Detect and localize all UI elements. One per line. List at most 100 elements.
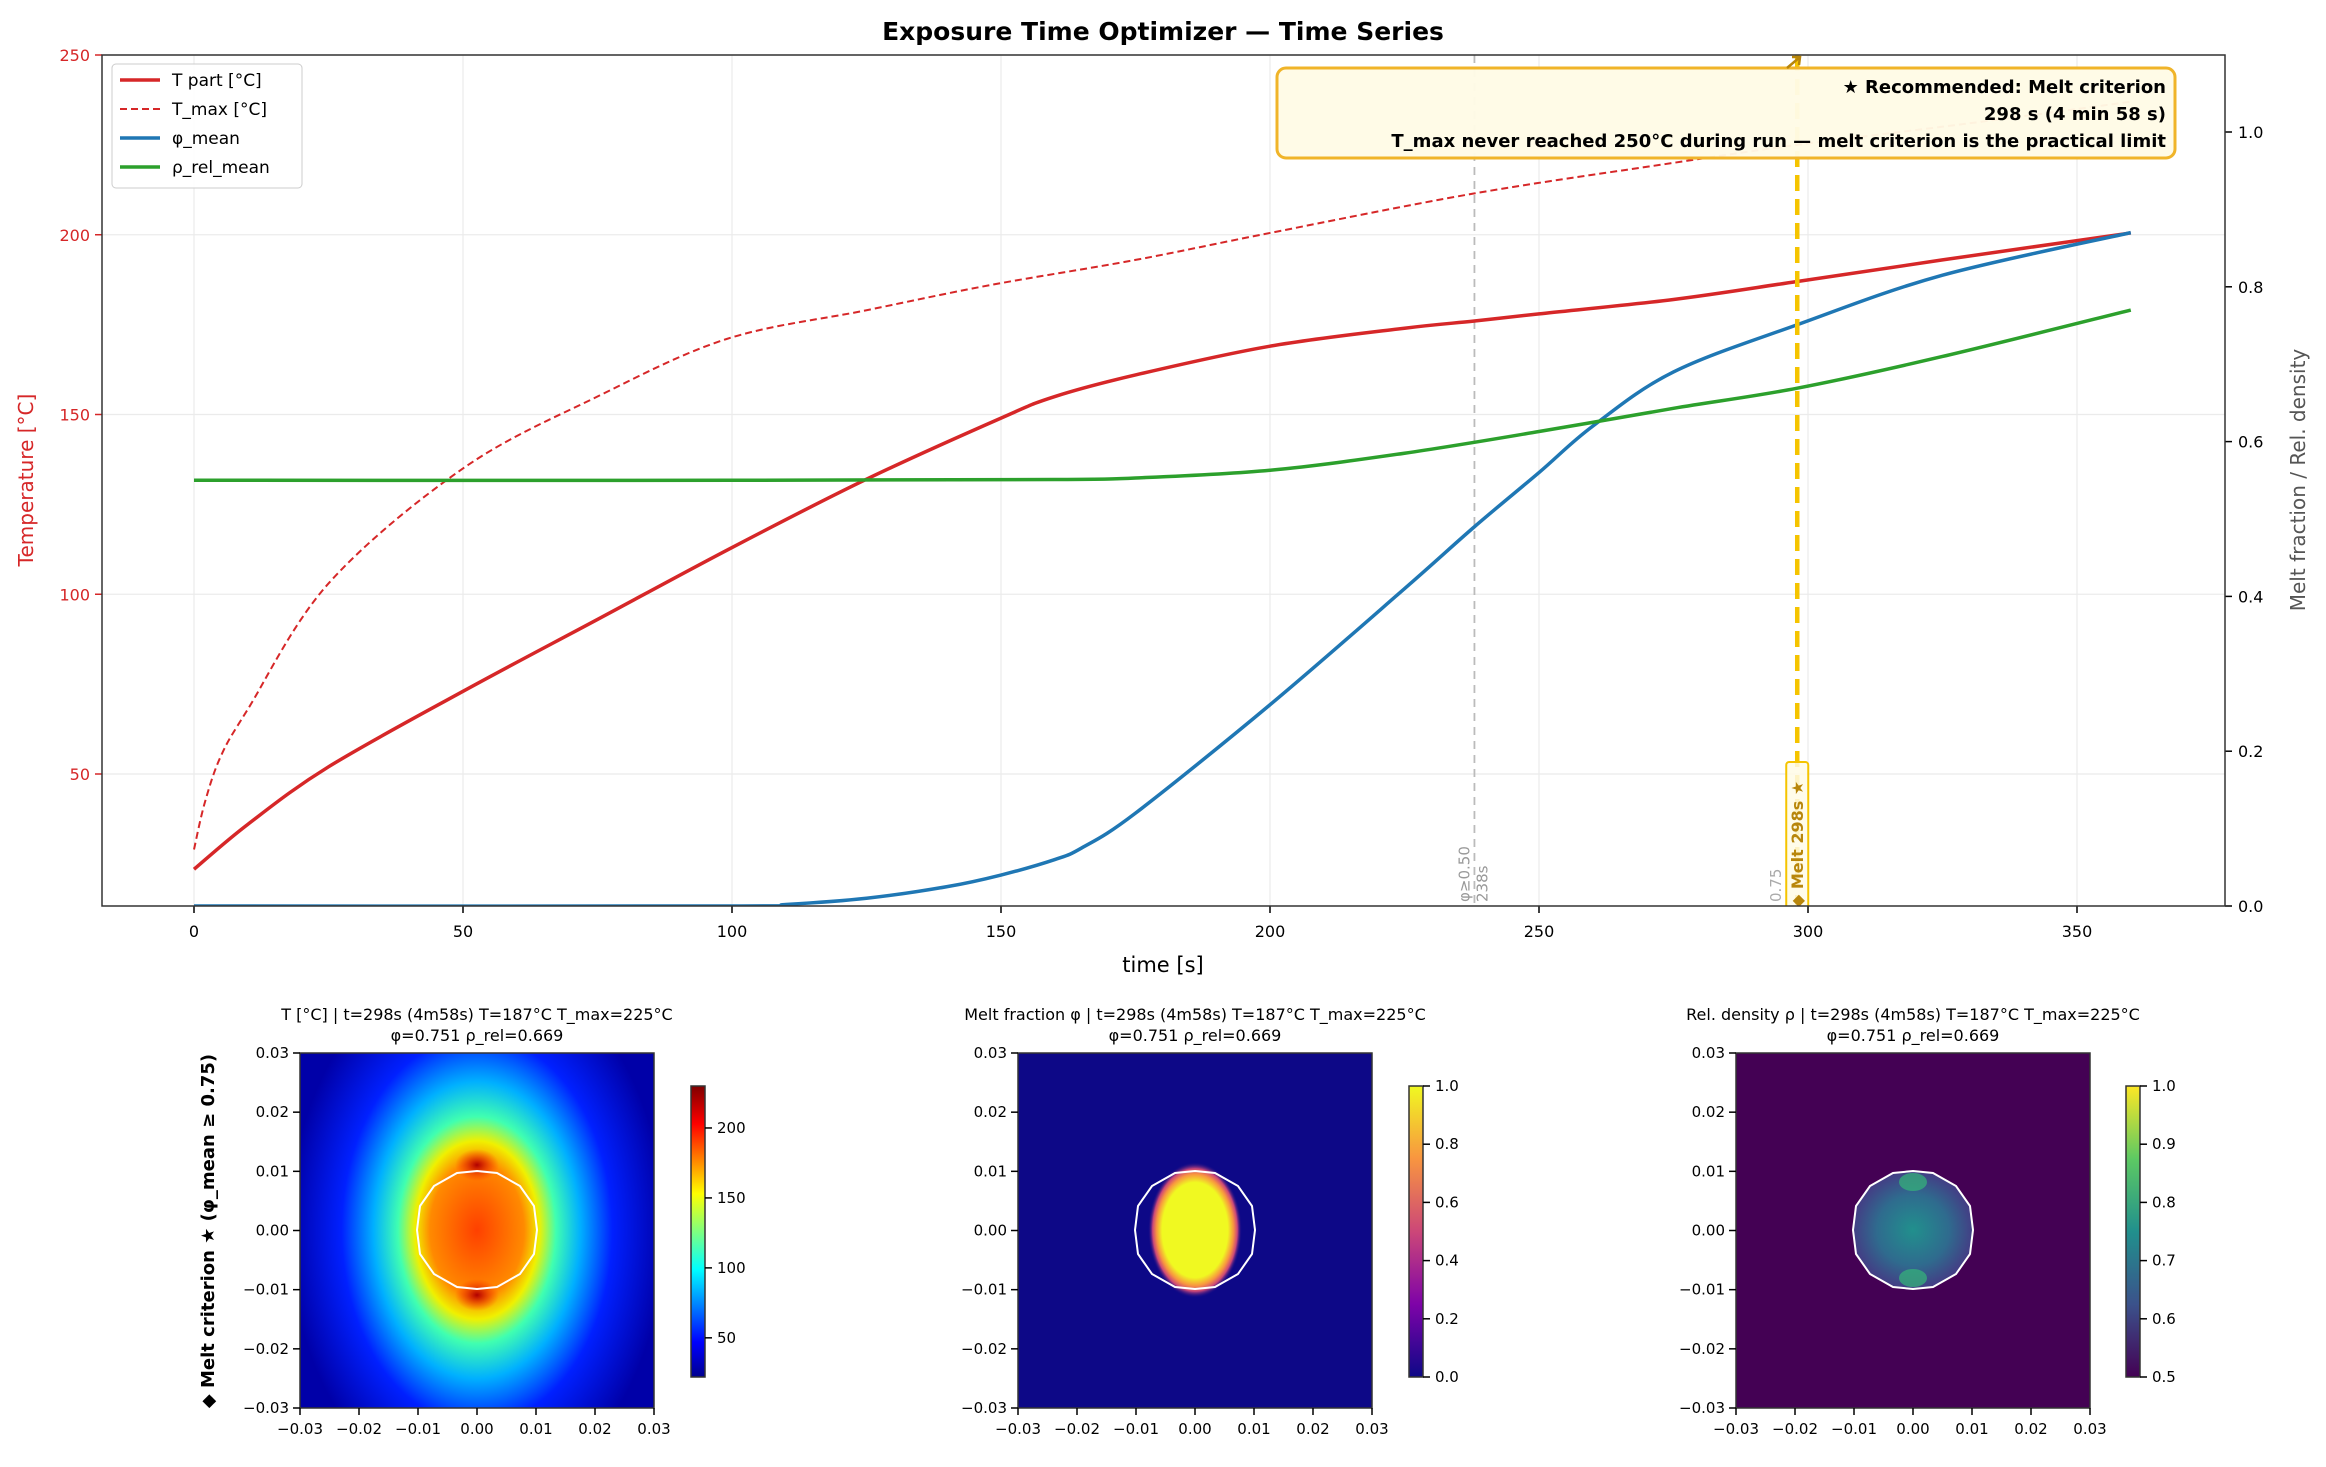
y-left-tick-label: 250 bbox=[59, 46, 90, 65]
heatmap-x-tick-label: 0.02 bbox=[578, 1420, 611, 1438]
heatmap-y-tick-label: 0.02 bbox=[1692, 1103, 1725, 1121]
heatmap-x-tick-label: 0.01 bbox=[1955, 1420, 1988, 1438]
melt-fraction-heatmap: Melt fraction φ | t=298s (4m58s) T=187°C… bbox=[964, 1005, 1426, 1409]
heatmap-y-tick-label: 0.01 bbox=[974, 1162, 1007, 1180]
colorbar-tick-label: 0.2 bbox=[1435, 1310, 1459, 1328]
heatmap-x-tick-label: −0.02 bbox=[336, 1420, 382, 1438]
heatmap-x-tick-label: 0.03 bbox=[1355, 1420, 1388, 1438]
heatmap-y-tick-label: −0.03 bbox=[961, 1399, 1007, 1417]
heatmap-x-tick-label: −0.03 bbox=[1713, 1420, 1759, 1438]
heatmap2-title-line1: Melt fraction φ | t=298s (4m58s) T=187°C… bbox=[964, 1005, 1426, 1025]
y-left-tick-label: 50 bbox=[70, 765, 90, 784]
heatmap-y-tick-label: 0.00 bbox=[1692, 1222, 1725, 1240]
heatmap-x-tick-label: 0.02 bbox=[2014, 1420, 2047, 1438]
axis-ticks: 0 50 100 150 200 250 300 350 50 100 150 200 250 0.0 0.… bbox=[59, 46, 2263, 941]
legend-label: ρ_rel_mean bbox=[172, 158, 270, 178]
x-tick-label: 250 bbox=[1524, 922, 1555, 941]
recommendation-annotation: ★ Recommended: Melt criterion 298 s (4 m… bbox=[1275, 55, 2177, 160]
series-lines: ◆ Melt 298s ★ bbox=[192, 55, 2132, 907]
x-tick-label: 0 bbox=[189, 922, 199, 941]
heatmap2-title-line2: φ=0.751 ρ_rel=0.669 bbox=[1109, 1026, 1282, 1046]
rho-rel-mean-line bbox=[193, 308, 2132, 483]
heatmap-x-tick-label: 0.03 bbox=[2073, 1420, 2106, 1438]
heatmap-x-tick-label: −0.02 bbox=[1054, 1420, 1100, 1438]
heatmap-y-tick-label: 0.01 bbox=[256, 1162, 289, 1180]
heatmap3-title-line2: φ=0.751 ρ_rel=0.669 bbox=[1827, 1026, 2000, 1046]
colorbar-tick-label: 150 bbox=[717, 1189, 746, 1207]
y-axis-left-label: Temperature [°C] bbox=[14, 394, 38, 568]
colorbar-tick-label: 100 bbox=[717, 1259, 746, 1277]
heatmap-x-tick-label: 0.02 bbox=[1296, 1420, 1329, 1438]
legend: T part [°C] T_max [°C] φ_mean ρ_rel_mean bbox=[111, 63, 303, 189]
rel-density-heatmap: Rel. density ρ | t=298s (4m58s) T=187°C … bbox=[1686, 1005, 2141, 1409]
heatmap-y-tick-label: −0.01 bbox=[961, 1281, 1007, 1299]
phi-mean-line bbox=[194, 230, 2132, 906]
colorbar-tick-label: 0.5 bbox=[2152, 1368, 2176, 1386]
heatmap3-title-line1: Rel. density ρ | t=298s (4m58s) T=187°C … bbox=[1686, 1005, 2140, 1025]
heatmap-y-tick-label: −0.02 bbox=[243, 1340, 289, 1358]
x-tick-label: 150 bbox=[986, 922, 1017, 941]
t-part-line bbox=[192, 231, 2132, 871]
threshold-lines: φ≥0.50 238s 0.75 bbox=[1455, 55, 1785, 906]
recommended-time-badge: ◆ Melt 298s ★ bbox=[1785, 761, 1810, 907]
colorbar-jet bbox=[690, 1085, 706, 1378]
heatmap-y-tick-label: −0.02 bbox=[1679, 1340, 1725, 1358]
y-right-tick-label: 0.2 bbox=[2238, 742, 2263, 761]
y-right-tick-label: 0.0 bbox=[2238, 897, 2263, 916]
heatmap-x-tick-label: 0.03 bbox=[637, 1420, 670, 1438]
heatmap-x-tick-label: 0.01 bbox=[1237, 1420, 1270, 1438]
temperature-heatmap: T [°C] | t=298s (4m58s) T=187°C T_max=22… bbox=[198, 1005, 706, 1409]
heatmap-y-tick-label: −0.02 bbox=[961, 1340, 1007, 1358]
y-left-tick-label: 100 bbox=[59, 585, 90, 604]
y-right-tick-label: 0.6 bbox=[2238, 433, 2263, 452]
phi-threshold-label: φ≥0.50 bbox=[1455, 846, 1473, 902]
melt-contour bbox=[415, 1169, 539, 1291]
heatmap-y-tick-label: 0.02 bbox=[974, 1103, 1007, 1121]
colorbar-viridis bbox=[2125, 1085, 2141, 1378]
heatmap-y-tick-label: −0.01 bbox=[243, 1281, 289, 1299]
heatmap-ticks: −0.03 −0.03 −0.02 −0.02 −0.01 −0.01 0.00 0.00 0.… bbox=[243, 1044, 2176, 1438]
heatmap-x-tick-label: 0.01 bbox=[519, 1420, 552, 1438]
colorbar-tick-label: 0.0 bbox=[1435, 1368, 1459, 1386]
colorbar-plasma bbox=[1408, 1085, 1424, 1378]
colorbar-tick-label: 0.9 bbox=[2152, 1135, 2176, 1153]
colorbar-tick-label: 50 bbox=[717, 1329, 736, 1347]
legend-label: T_max [°C] bbox=[171, 100, 267, 120]
heatmap-x-tick-label: −0.01 bbox=[1831, 1420, 1877, 1438]
annotation-line3: T_max never reached 250°C during run — m… bbox=[1391, 131, 2166, 152]
x-tick-label: 200 bbox=[1255, 922, 1286, 941]
heatmap-y-tick-label: −0.03 bbox=[1679, 1399, 1725, 1417]
colorbar-tick-label: 0.8 bbox=[2152, 1193, 2176, 1211]
melt-contour bbox=[1851, 1169, 1975, 1291]
heatmap-y-tick-label: 0.03 bbox=[256, 1044, 289, 1062]
colorbar-tick-label: 0.7 bbox=[2152, 1252, 2176, 1270]
colorbar-tick-label: 1.0 bbox=[1435, 1077, 1459, 1095]
y-right-tick-label: 1.0 bbox=[2238, 123, 2263, 142]
y-left-tick-label: 150 bbox=[59, 406, 90, 425]
x-axis-label: time [s] bbox=[1122, 953, 1203, 977]
annotation-arrow bbox=[1786, 55, 1802, 69]
time-series-axes: 0 50 100 150 200 250 300 350 50 100 150 200 250 0.0 0.… bbox=[14, 46, 2310, 977]
y-left-tick-label: 200 bbox=[59, 226, 90, 245]
y-axis-right-label: Melt fraction / Rel. density bbox=[2286, 349, 2310, 612]
x-tick-label: 350 bbox=[2062, 922, 2093, 941]
heatmap-x-tick-label: 0.00 bbox=[460, 1420, 493, 1438]
heatmap-y-tick-label: 0.02 bbox=[256, 1103, 289, 1121]
heatmap-y-tick-label: 0.00 bbox=[974, 1222, 1007, 1240]
heatmap-y-tick-label: −0.01 bbox=[1679, 1281, 1725, 1299]
x-tick-label: 100 bbox=[717, 922, 748, 941]
heatmap-x-tick-label: −0.03 bbox=[995, 1420, 1041, 1438]
recommended-time-label: ◆ Melt 298s ★ bbox=[1788, 781, 1807, 907]
heatmap-y-tick-label: 0.03 bbox=[974, 1044, 1007, 1062]
y-right-tick-label: 0.8 bbox=[2238, 278, 2263, 297]
colorbar-tick-label: 0.4 bbox=[1435, 1252, 1459, 1270]
heatmap-y-tick-label: 0.03 bbox=[1692, 1044, 1725, 1062]
heatmap-x-tick-label: 0.00 bbox=[1896, 1420, 1929, 1438]
hidden-threshold-label: 0.75 bbox=[1767, 869, 1785, 902]
heatmap-y-tick-label: 0.01 bbox=[1692, 1162, 1725, 1180]
y-right-tick-label: 0.4 bbox=[2238, 587, 2263, 606]
heatmap1-title-line2: φ=0.751 ρ_rel=0.669 bbox=[391, 1026, 564, 1046]
x-tick-label: 300 bbox=[1793, 922, 1824, 941]
phi-threshold-time-label: 238s bbox=[1473, 865, 1491, 902]
